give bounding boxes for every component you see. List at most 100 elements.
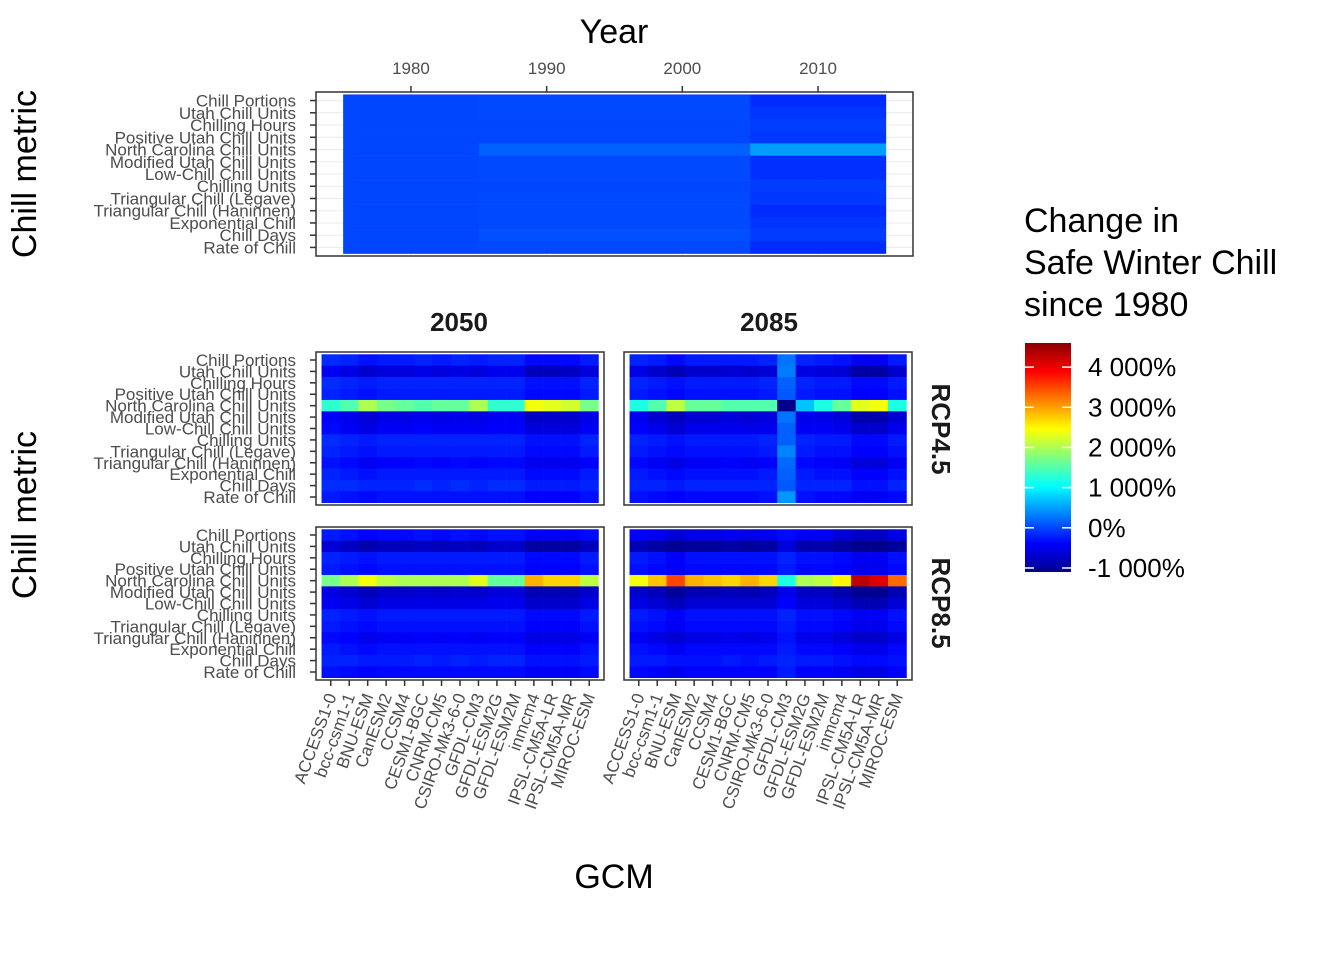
future-cell xyxy=(740,620,760,633)
future-cell xyxy=(740,609,760,621)
future-cell xyxy=(469,479,488,492)
future-cell xyxy=(869,388,889,401)
future-cell xyxy=(851,411,870,424)
future-cell xyxy=(795,586,815,599)
future-cell xyxy=(795,620,815,633)
future-cell xyxy=(395,422,415,435)
legend-colorbar xyxy=(1025,343,1071,572)
future-cell xyxy=(648,457,667,469)
future-cell xyxy=(777,422,796,435)
future-cell xyxy=(648,388,667,401)
future-cell xyxy=(629,643,649,656)
future-cell xyxy=(666,540,686,553)
future-cell xyxy=(450,654,470,667)
future-cell xyxy=(469,411,488,424)
future-cell xyxy=(524,654,544,667)
strip-2085: 2085 xyxy=(740,307,798,337)
future-x-labels: ACCESS1-0bcc-csm1-1BNU-ESMCanESM2CCSM4CE… xyxy=(290,680,907,812)
future-cell xyxy=(376,574,396,587)
future-cell xyxy=(413,529,433,542)
future-cell xyxy=(814,457,833,469)
future-cell xyxy=(684,411,704,424)
future-cell xyxy=(413,377,433,389)
future-cell xyxy=(888,399,907,412)
future-cell xyxy=(506,457,525,469)
future-metric-label: Low-Chill Chill Units xyxy=(145,420,296,439)
future-cell xyxy=(358,445,378,458)
future-cell xyxy=(487,388,507,401)
future-cell xyxy=(580,434,599,446)
future-cell xyxy=(561,586,581,599)
future-cell xyxy=(740,540,760,553)
future-cell xyxy=(758,563,778,576)
future-cell xyxy=(413,540,433,553)
future-cell xyxy=(740,411,760,424)
future-cell xyxy=(432,563,452,576)
future-cell xyxy=(795,654,815,667)
future-cell xyxy=(795,632,815,644)
future-cell xyxy=(684,529,704,542)
future-cell xyxy=(413,434,433,446)
historic-cell xyxy=(750,118,887,132)
legend-break-label: 4 000% xyxy=(1088,352,1176,382)
future-cell xyxy=(703,563,723,576)
future-cell xyxy=(524,586,544,599)
future-cell xyxy=(413,632,433,644)
future-cell xyxy=(648,468,667,481)
future-cell xyxy=(340,479,359,492)
historic-cell xyxy=(478,192,751,205)
future-cell xyxy=(543,620,562,633)
future-cell xyxy=(666,399,686,412)
future-cell xyxy=(340,586,359,599)
future-cell xyxy=(666,666,686,679)
future-cell xyxy=(648,365,667,378)
future-cell xyxy=(648,354,667,367)
future-cell xyxy=(358,574,378,587)
future-cell xyxy=(580,563,599,576)
legend-break-label: 0% xyxy=(1088,513,1126,543)
strip-rcp85: RCP8.5 xyxy=(926,557,956,648)
future-cell xyxy=(703,654,723,667)
future-cell xyxy=(629,377,649,389)
future-cell xyxy=(703,609,723,621)
future-cell xyxy=(506,552,525,564)
future-cell xyxy=(524,479,544,492)
future-cell xyxy=(795,365,815,378)
future-cell xyxy=(376,654,396,667)
future-cell xyxy=(832,422,852,435)
future-cell xyxy=(869,574,889,587)
future-cell xyxy=(629,354,649,367)
future-cell xyxy=(814,422,833,435)
future-cell xyxy=(721,365,741,378)
future-cell xyxy=(888,540,907,553)
future-cell xyxy=(740,586,760,599)
future-cell xyxy=(777,643,796,656)
future-cell xyxy=(432,422,452,435)
future-cell xyxy=(561,445,581,458)
future-cell xyxy=(648,479,667,492)
future-cell xyxy=(629,479,649,492)
future-cell xyxy=(395,457,415,469)
future-cell xyxy=(450,434,470,446)
future-cell xyxy=(487,354,507,367)
future-cell xyxy=(888,434,907,446)
future-cell xyxy=(758,479,778,492)
future-cell xyxy=(340,354,359,367)
future-cell xyxy=(450,643,470,656)
future-cell xyxy=(506,643,525,656)
future-cell xyxy=(869,354,889,367)
future-cell xyxy=(851,586,870,599)
future-cell xyxy=(506,620,525,633)
future-cell xyxy=(832,586,852,599)
future-cell xyxy=(684,468,704,481)
future-cell xyxy=(721,574,741,587)
future-cell xyxy=(721,654,741,667)
future-cell xyxy=(413,354,433,367)
future-cell xyxy=(395,445,415,458)
future-cell xyxy=(487,399,507,412)
historic-metric-label: Chill Portions xyxy=(196,92,296,111)
future-cell xyxy=(703,445,723,458)
future-cell xyxy=(629,654,649,667)
future-cell xyxy=(321,354,341,367)
future-cell xyxy=(814,468,833,481)
